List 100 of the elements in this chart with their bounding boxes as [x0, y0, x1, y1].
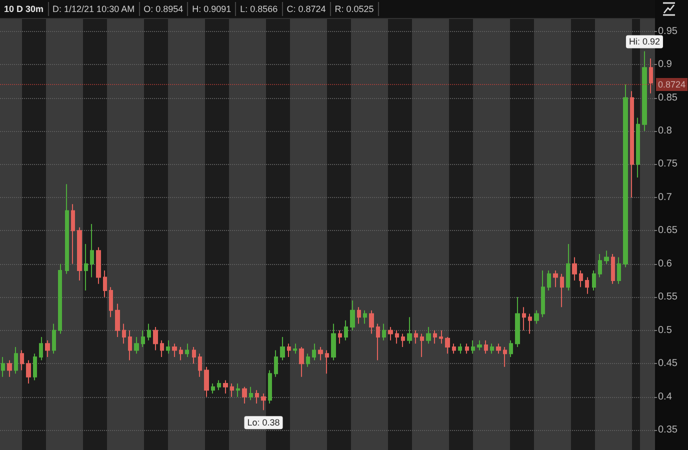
candlestick — [331, 323, 336, 361]
candlestick — [598, 253, 602, 278]
candlestick — [477, 340, 482, 351]
candlestick — [376, 323, 380, 361]
candlestick — [484, 340, 488, 354]
text: L: 0.8566 — [236, 2, 283, 16]
candlestick — [604, 250, 609, 264]
candlestick — [255, 390, 259, 404]
candlestick — [230, 383, 234, 398]
candlestick — [528, 313, 532, 334]
candlestick — [541, 270, 545, 318]
candlestick — [617, 256, 621, 284]
text: O: 0.8954 — [140, 2, 188, 16]
candlestick — [128, 330, 132, 361]
candlestick — [1, 356, 5, 378]
candlestick — [14, 346, 18, 374]
candlestick — [84, 243, 88, 291]
y-tick-label: 0.55 — [658, 292, 678, 303]
candlestick — [179, 346, 183, 361]
candlestick — [7, 360, 12, 378]
candlestick — [490, 343, 494, 354]
candlestick — [172, 343, 177, 358]
candlestick — [547, 270, 551, 291]
y-tick-label: 0.35 — [658, 424, 678, 436]
candlestick — [465, 343, 469, 354]
candlestick — [338, 330, 342, 344]
candlestick — [122, 323, 126, 344]
ref-line-label: 0.8724 — [658, 79, 686, 90]
candlestick — [71, 204, 75, 264]
candlestick — [287, 343, 291, 358]
candlestick — [471, 340, 475, 354]
candlestick — [26, 360, 31, 384]
candlestick — [141, 330, 145, 348]
candlestick — [115, 303, 120, 338]
text: C: 0.8724 — [282, 2, 331, 16]
candlestick — [369, 310, 374, 334]
candlestick — [636, 117, 640, 178]
candlestick — [611, 253, 615, 284]
y-tick-label: 0.8 — [658, 125, 672, 136]
candlestick — [452, 343, 456, 354]
candlestick — [217, 380, 221, 391]
candlestick — [630, 90, 634, 198]
candlestick — [420, 333, 424, 358]
candlestick — [134, 336, 139, 354]
candlestick — [147, 323, 151, 341]
candlestick — [572, 256, 577, 282]
candlestick — [522, 306, 526, 331]
candlestick — [401, 333, 405, 348]
candlestick — [623, 84, 628, 268]
candlestick — [318, 346, 323, 361]
annotation: Hi: 0.92 — [628, 36, 660, 47]
candlestick — [445, 336, 450, 354]
candlestick — [592, 270, 596, 291]
candlestick — [52, 323, 56, 354]
candlestick — [407, 316, 412, 344]
candlestick — [90, 224, 94, 278]
candlestick — [414, 330, 418, 344]
y-tick-label: 0.6 — [658, 258, 672, 270]
candlestick — [566, 243, 570, 291]
candlestick — [560, 273, 564, 308]
candlestick — [585, 276, 589, 294]
candlestick — [211, 383, 215, 394]
y-tick-label: 0.75 — [658, 158, 678, 170]
candlestick — [344, 320, 348, 341]
candlestick — [185, 343, 189, 358]
candlestick — [642, 50, 647, 132]
candlestick — [382, 323, 386, 341]
y-tick-label: 0.45 — [658, 358, 678, 370]
candlestick — [198, 353, 202, 378]
candlestick — [426, 326, 431, 344]
candlestick — [350, 300, 355, 331]
text: H: 0.9091 — [188, 2, 236, 16]
candlestick — [160, 340, 164, 358]
candlestick — [58, 263, 62, 334]
y-tick-label: 0.95 — [658, 26, 678, 37]
candlestick — [20, 350, 24, 371]
candlestick — [363, 310, 367, 324]
candlestick — [579, 270, 583, 288]
candlestick — [236, 383, 240, 398]
y-tick-label: 0.5 — [658, 324, 672, 336]
candlestick — [439, 330, 443, 344]
chart-title: 10 D 30m — [0, 2, 49, 16]
candlestick — [553, 270, 558, 288]
candlestick — [433, 330, 437, 344]
text: D: 1/12/21 10:30 AM — [48, 2, 140, 16]
candlestick — [357, 306, 361, 324]
candlestick — [395, 330, 399, 344]
candlestick — [109, 286, 113, 318]
candlestick — [515, 296, 520, 348]
annotation: Lo: 0.38 — [247, 418, 280, 428]
candlestick — [649, 58, 653, 94]
candlestick — [299, 346, 304, 378]
text: R: 0.0525 — [330, 2, 379, 16]
candlestick — [204, 366, 209, 398]
candlestick — [503, 346, 507, 368]
candlestick — [103, 270, 107, 298]
candlestick — [249, 386, 253, 401]
candlestick — [509, 340, 513, 358]
candlestick — [312, 343, 316, 361]
candlestick — [306, 353, 310, 368]
